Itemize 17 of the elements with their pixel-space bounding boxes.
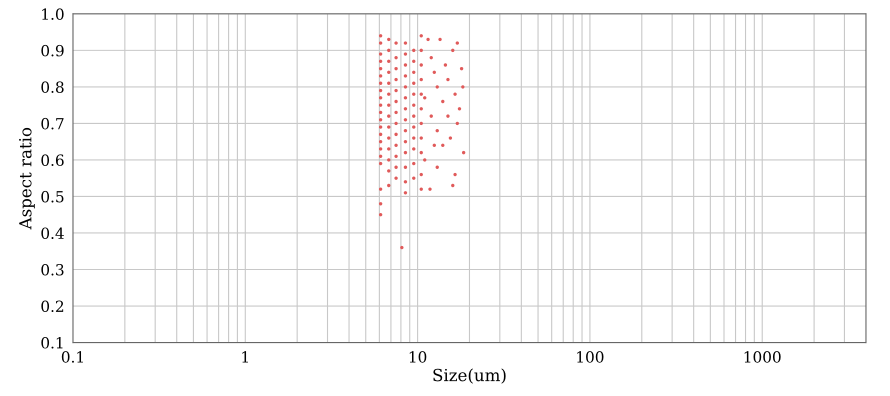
- y-tick-label: 0.6: [41, 154, 64, 166]
- x-tick-label: 0.1: [62, 351, 83, 363]
- x-tick-label: 1000: [744, 351, 781, 363]
- y-tick-label: 0.1: [41, 337, 62, 349]
- x-tick-label: 10: [410, 351, 426, 363]
- y-tick-label: 0.9: [41, 44, 64, 56]
- y-tick-label: 0.5: [41, 190, 64, 202]
- x-tick-label: 100: [577, 351, 604, 363]
- x-tick-label: 1: [242, 351, 248, 362]
- y-tick-label: 0.3: [41, 264, 64, 276]
- y-tick-label: 1.0: [42, 8, 64, 20]
- y-tick-label: 0.4: [41, 227, 64, 239]
- y-tick-label: 0.2: [41, 300, 64, 312]
- y-tick-label: 0.7: [41, 118, 64, 130]
- y-tick-label: 0.8: [41, 81, 64, 93]
- y-axis-title: Aspect ratio: [19, 128, 35, 230]
- x-axis-title: Size(um): [433, 368, 506, 384]
